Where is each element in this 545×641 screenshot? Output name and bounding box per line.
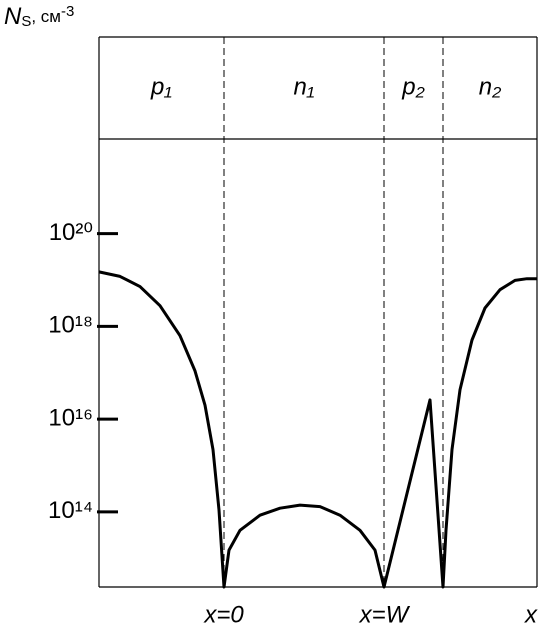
y-axis-label: NS, см-3 bbox=[4, 3, 74, 30]
region-label: p₁ bbox=[150, 73, 172, 100]
y-label-exponent: -3 bbox=[61, 3, 74, 20]
y-tick-label: 10¹⁶ bbox=[48, 404, 93, 431]
y-tick-label: 10²⁰ bbox=[49, 219, 93, 246]
y-label-subscript: S bbox=[21, 13, 31, 30]
x-tick-label: x=W bbox=[359, 601, 411, 628]
y-tick-label: 10¹⁴ bbox=[48, 497, 93, 524]
x-tick-label: x bbox=[524, 601, 538, 628]
y-label-unit: , см bbox=[31, 7, 61, 26]
x-tick-label: x=0 bbox=[203, 601, 244, 628]
region-label: n₁ bbox=[294, 73, 315, 100]
y-tick-label: 10¹⁸ bbox=[48, 312, 93, 339]
region-label: p₂ bbox=[401, 73, 425, 100]
profile-curve bbox=[98, 270, 537, 589]
y-label-symbol: N bbox=[4, 3, 22, 30]
region-label: n₂ bbox=[479, 73, 502, 100]
frame bbox=[98, 36, 538, 588]
